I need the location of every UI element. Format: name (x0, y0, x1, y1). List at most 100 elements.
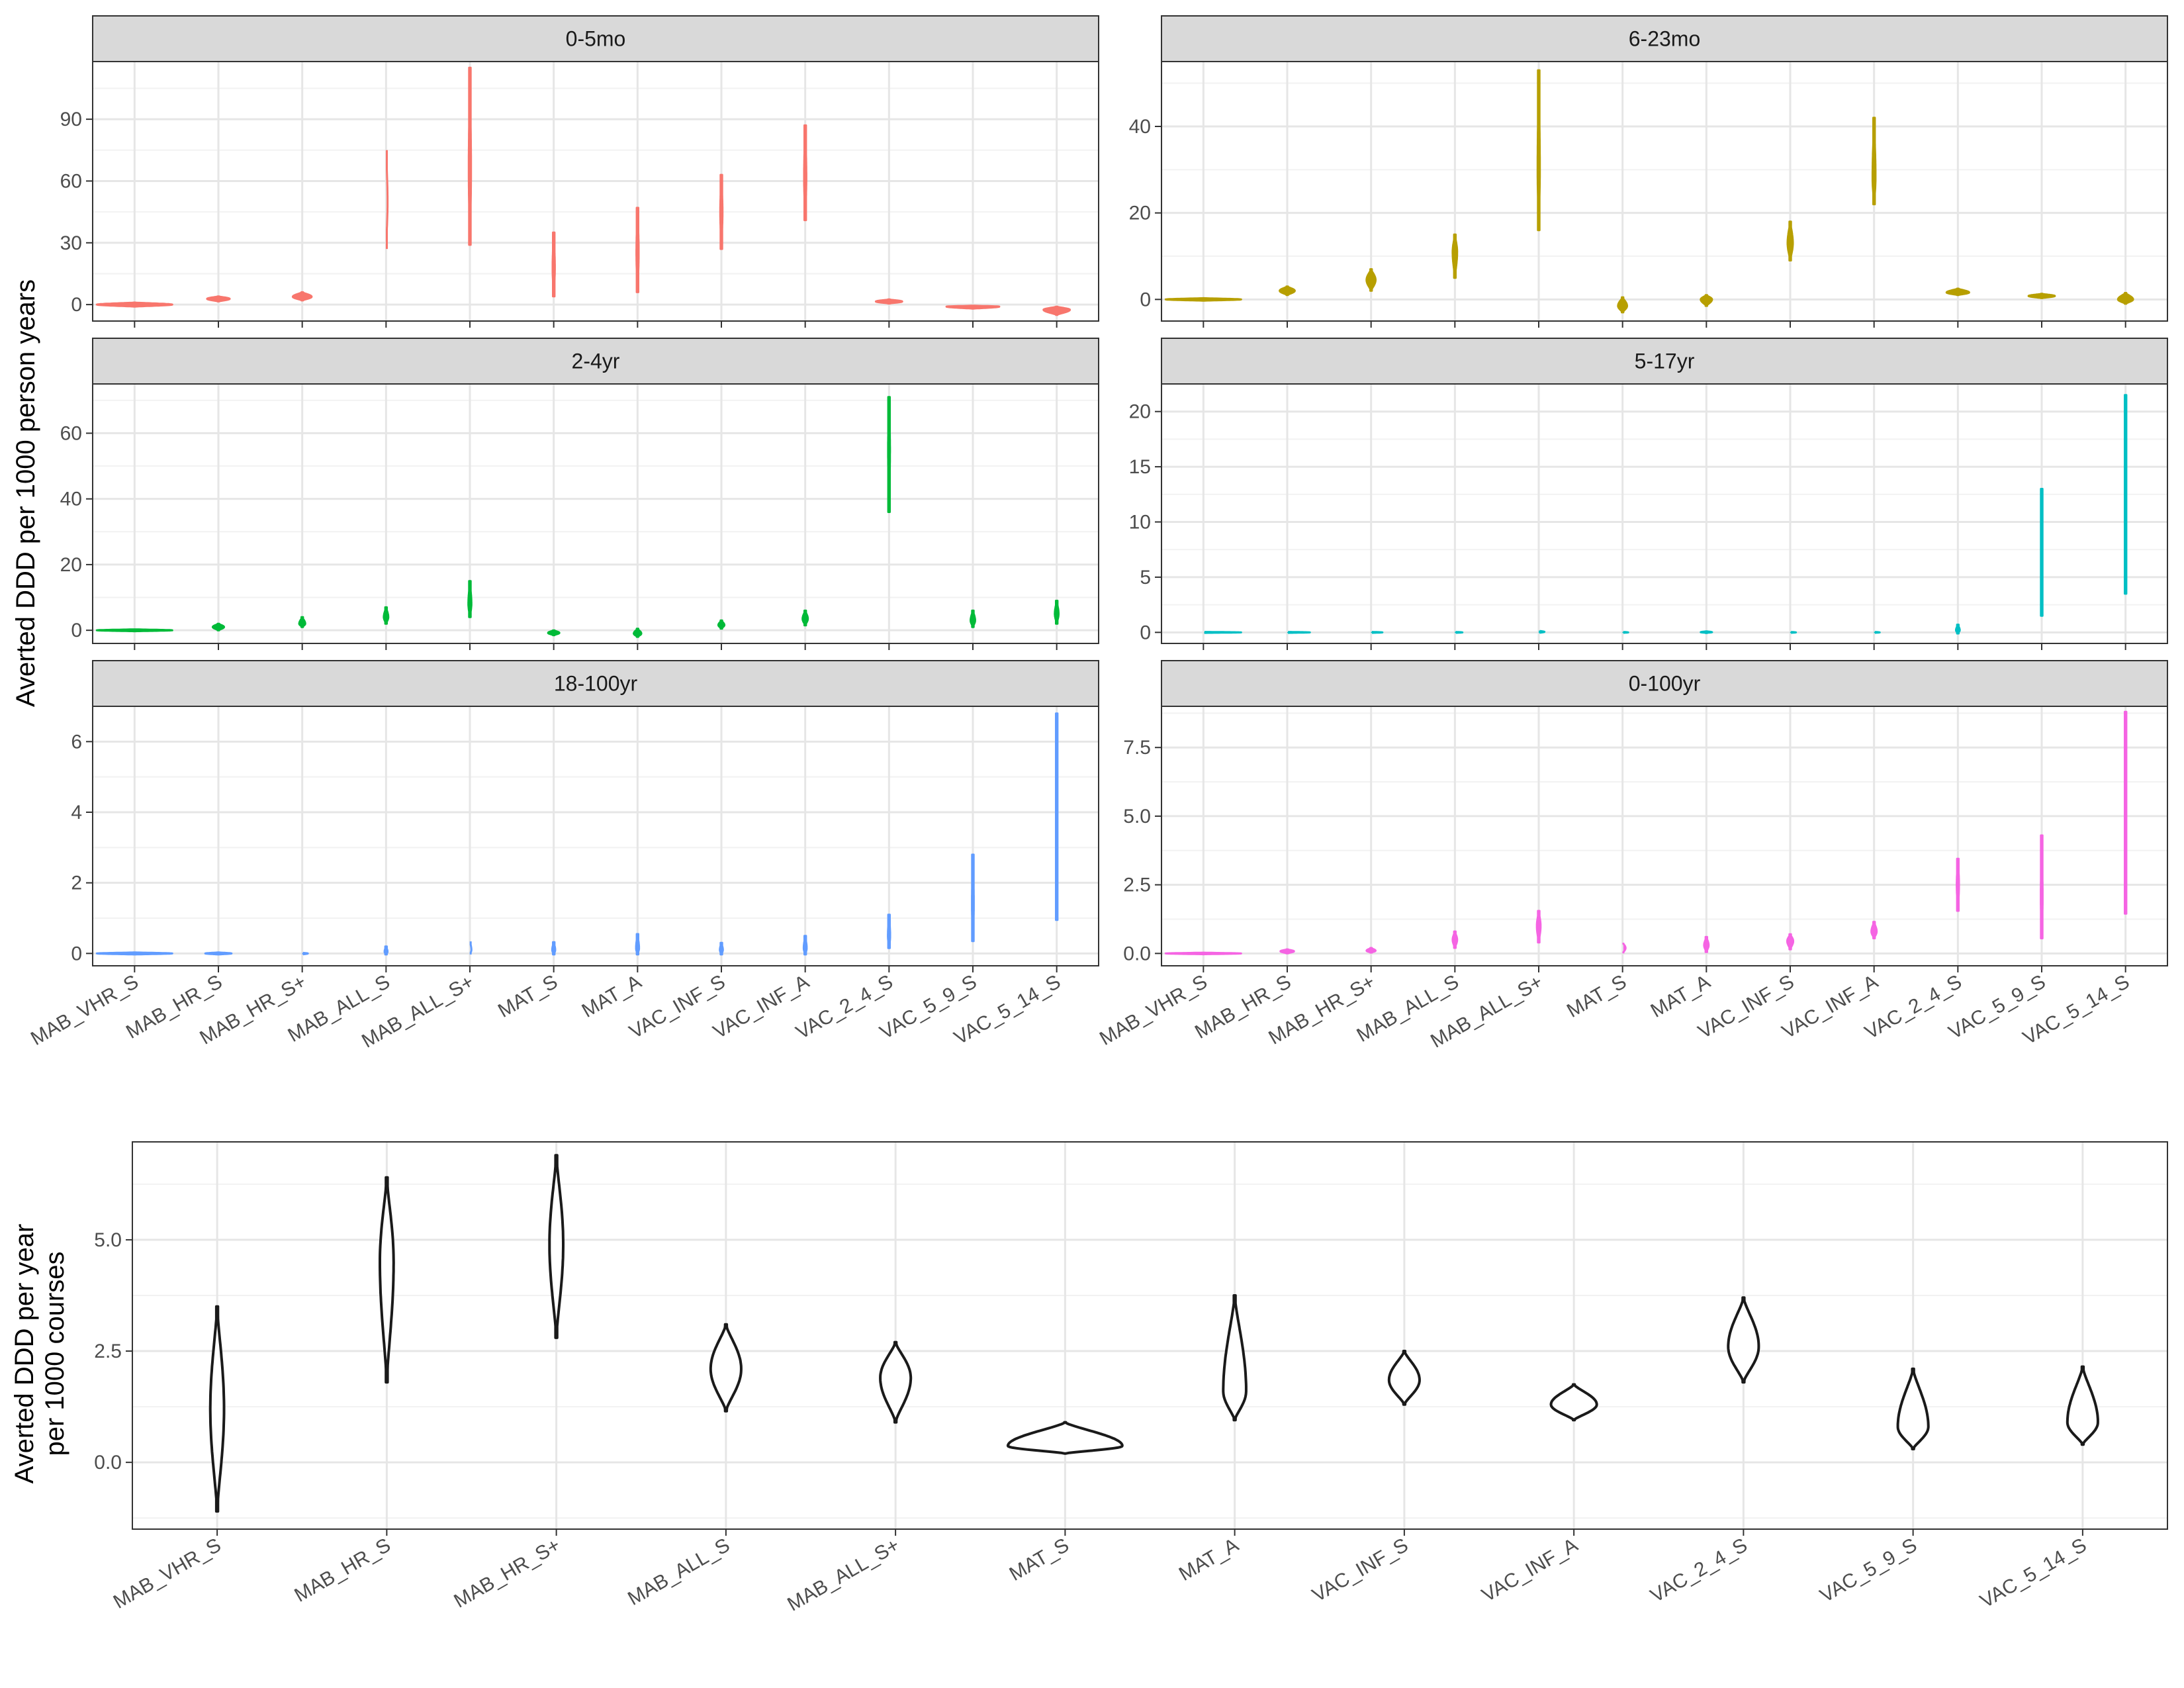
violin-mat-a (1700, 294, 1713, 307)
facet-strip (92, 660, 1099, 707)
violin-mat-a (1222, 1294, 1248, 1422)
bottom-y-axis-title-line1: Averted DDD per year (10, 1224, 39, 1484)
violin-mab-hr-s (211, 622, 226, 632)
violin-vac-inf-a (802, 935, 808, 956)
violin-vac-inf-s (719, 173, 724, 250)
x-tick-label: MAT_A (1647, 970, 1714, 1021)
panel-bottom: 0.0 2.5 5.0 MAB_VHR_S MAB_HR_S MAB_HR_S+ MAB_A… (94, 1141, 2168, 1616)
x-tick-label: MAB_ALL_S (624, 1534, 733, 1609)
facet-strip (1161, 660, 2168, 707)
panel-background (1161, 384, 2167, 643)
violin-mab-vhr-s (208, 1305, 226, 1513)
facet-strip-label: 2-4yr (572, 350, 620, 373)
violin-vac-2-4-s (1955, 624, 1961, 635)
facet-strip-label: 0-100yr (1629, 672, 1701, 696)
x-tick-label: VAC_5_9_S (1817, 1534, 1921, 1607)
x-tick-label: VAC_2_4_S (1647, 1534, 1751, 1607)
violin-mab-all-s (1451, 233, 1459, 279)
facet-strip-label: 6-23mo (1629, 27, 1701, 51)
violin-vac-5-14-s (2116, 292, 2134, 305)
violin-mat-a (1700, 630, 1713, 634)
violin-vac-5-9-s (1896, 1367, 1930, 1450)
x-tick-label: MAT_S (1563, 970, 1630, 1021)
violin-vac-5-9-s (945, 305, 1001, 310)
y-tick-label: 60 (60, 170, 82, 192)
violin-mab-all-s- (467, 580, 473, 618)
violin-vac-2-4-s (1945, 287, 1970, 297)
facet-strip (92, 338, 1099, 385)
violin-mab-hr-s- (302, 951, 309, 956)
y-tick-label: 20 (1129, 401, 1151, 423)
top-y-axis-title: Averted DDD per 1000 person years (11, 279, 40, 707)
violin-vac-5-9-s (2040, 488, 2044, 617)
facet-strip-label: 0-5mo (566, 27, 626, 51)
x-tick-label: MAT_A (1175, 1534, 1242, 1585)
facet-strip (1161, 338, 2168, 385)
violin-vac-inf-s (1786, 220, 1794, 261)
y-tick-label: 30 (60, 232, 82, 254)
x-tick-label: VAC_INF_S (1308, 1534, 1412, 1606)
violin-mab-all-s- (1536, 69, 1541, 232)
violin-mab-hr-s- (1371, 631, 1384, 634)
violin-vac-5-9-s (970, 609, 976, 628)
violin-mab-all-s (709, 1323, 743, 1413)
violin-vac-2-4-s (887, 396, 891, 513)
x-tick-label: MAB_VHR_S (1096, 970, 1211, 1049)
panel-2-4yr: 0 20 40 60 2-4yr (60, 338, 1099, 650)
x-tick-label: VAC_5_14_S (1976, 1534, 2090, 1612)
y-tick-label: 2.5 (94, 1340, 122, 1362)
y-tick-label: 0.0 (94, 1452, 122, 1474)
violin-mab-vhr-s (95, 951, 173, 956)
facet-strip-label: 18-100yr (554, 672, 638, 696)
violin-mab-hr-s- (291, 291, 313, 302)
violin-mab-vhr-s (1164, 297, 1242, 302)
y-tick-label: 5 (1140, 567, 1151, 588)
violin-vac-inf-a (1870, 921, 1878, 939)
violin-vac-5-14-s (1054, 600, 1060, 625)
x-tick-label: MAT_A (578, 970, 645, 1021)
violin-mab-vhr-s (1203, 631, 1242, 634)
y-tick-label: 0 (1140, 289, 1151, 310)
violin-mab-all-s (383, 606, 390, 625)
violin-mab-hr-s (206, 295, 231, 303)
violin-mat-a (635, 933, 641, 956)
violin-mab-all-s- (467, 66, 473, 246)
y-tick-label: 6 (71, 731, 82, 753)
panel-5-17yr: 0 5 10 15 20 5-17yr (1129, 338, 2168, 650)
violin-vac-inf-s (717, 619, 726, 630)
violin-mat-s (1622, 941, 1627, 955)
violin-mat-a (635, 207, 640, 293)
y-tick-label: 2 (71, 872, 82, 894)
violin-mab-hr-s (1287, 631, 1311, 634)
violin-mat-a (1703, 935, 1710, 953)
panel-background (93, 384, 1099, 643)
violin-mat-a (633, 628, 643, 638)
violin-mab-hr-s- (1365, 947, 1377, 954)
violin-mat-s (551, 231, 556, 298)
violin-mab-hr-s (1279, 948, 1295, 955)
violin-mab-vhr-s (95, 628, 173, 633)
y-tick-label: 60 (60, 422, 82, 444)
facet-strip-label: 5-17yr (1635, 350, 1695, 373)
violin-vac-5-14-s (1055, 712, 1059, 921)
y-tick-label: 40 (1129, 116, 1151, 138)
violin-vac-5-14-s (2066, 1365, 2099, 1446)
violin-mab-vhr-s (95, 301, 173, 308)
panel-0-100yr: 0.02.55.07.5MAB_VHR_SMAB_HR_SMAB_HR_S+MA… (1096, 660, 2168, 1053)
panel-18-100yr: 0246MAB_VHR_SMAB_HR_SMAB_HR_S+MAB_ALL_SM… (27, 660, 1099, 1053)
violin-vac-2-4-s (874, 298, 903, 305)
violin-mab-all-s- (1538, 630, 1546, 634)
violin-vac-inf-s (1387, 1350, 1421, 1406)
violin-vac-5-9-s (2040, 834, 2044, 939)
y-tick-label: 0 (71, 294, 82, 316)
y-tick-label: 90 (60, 109, 82, 130)
y-tick-label: 4 (71, 802, 82, 823)
y-tick-label: 7.5 (1123, 737, 1151, 759)
x-tick-label: MAB_VHR_S (110, 1534, 225, 1613)
violin-mat-s (1617, 296, 1628, 314)
violin-vac-inf-s (1786, 933, 1795, 951)
x-tick-label: MAB_HR_S+ (450, 1534, 564, 1612)
panel-background (1161, 62, 2167, 321)
violin-mab-hr-s (379, 1176, 395, 1384)
